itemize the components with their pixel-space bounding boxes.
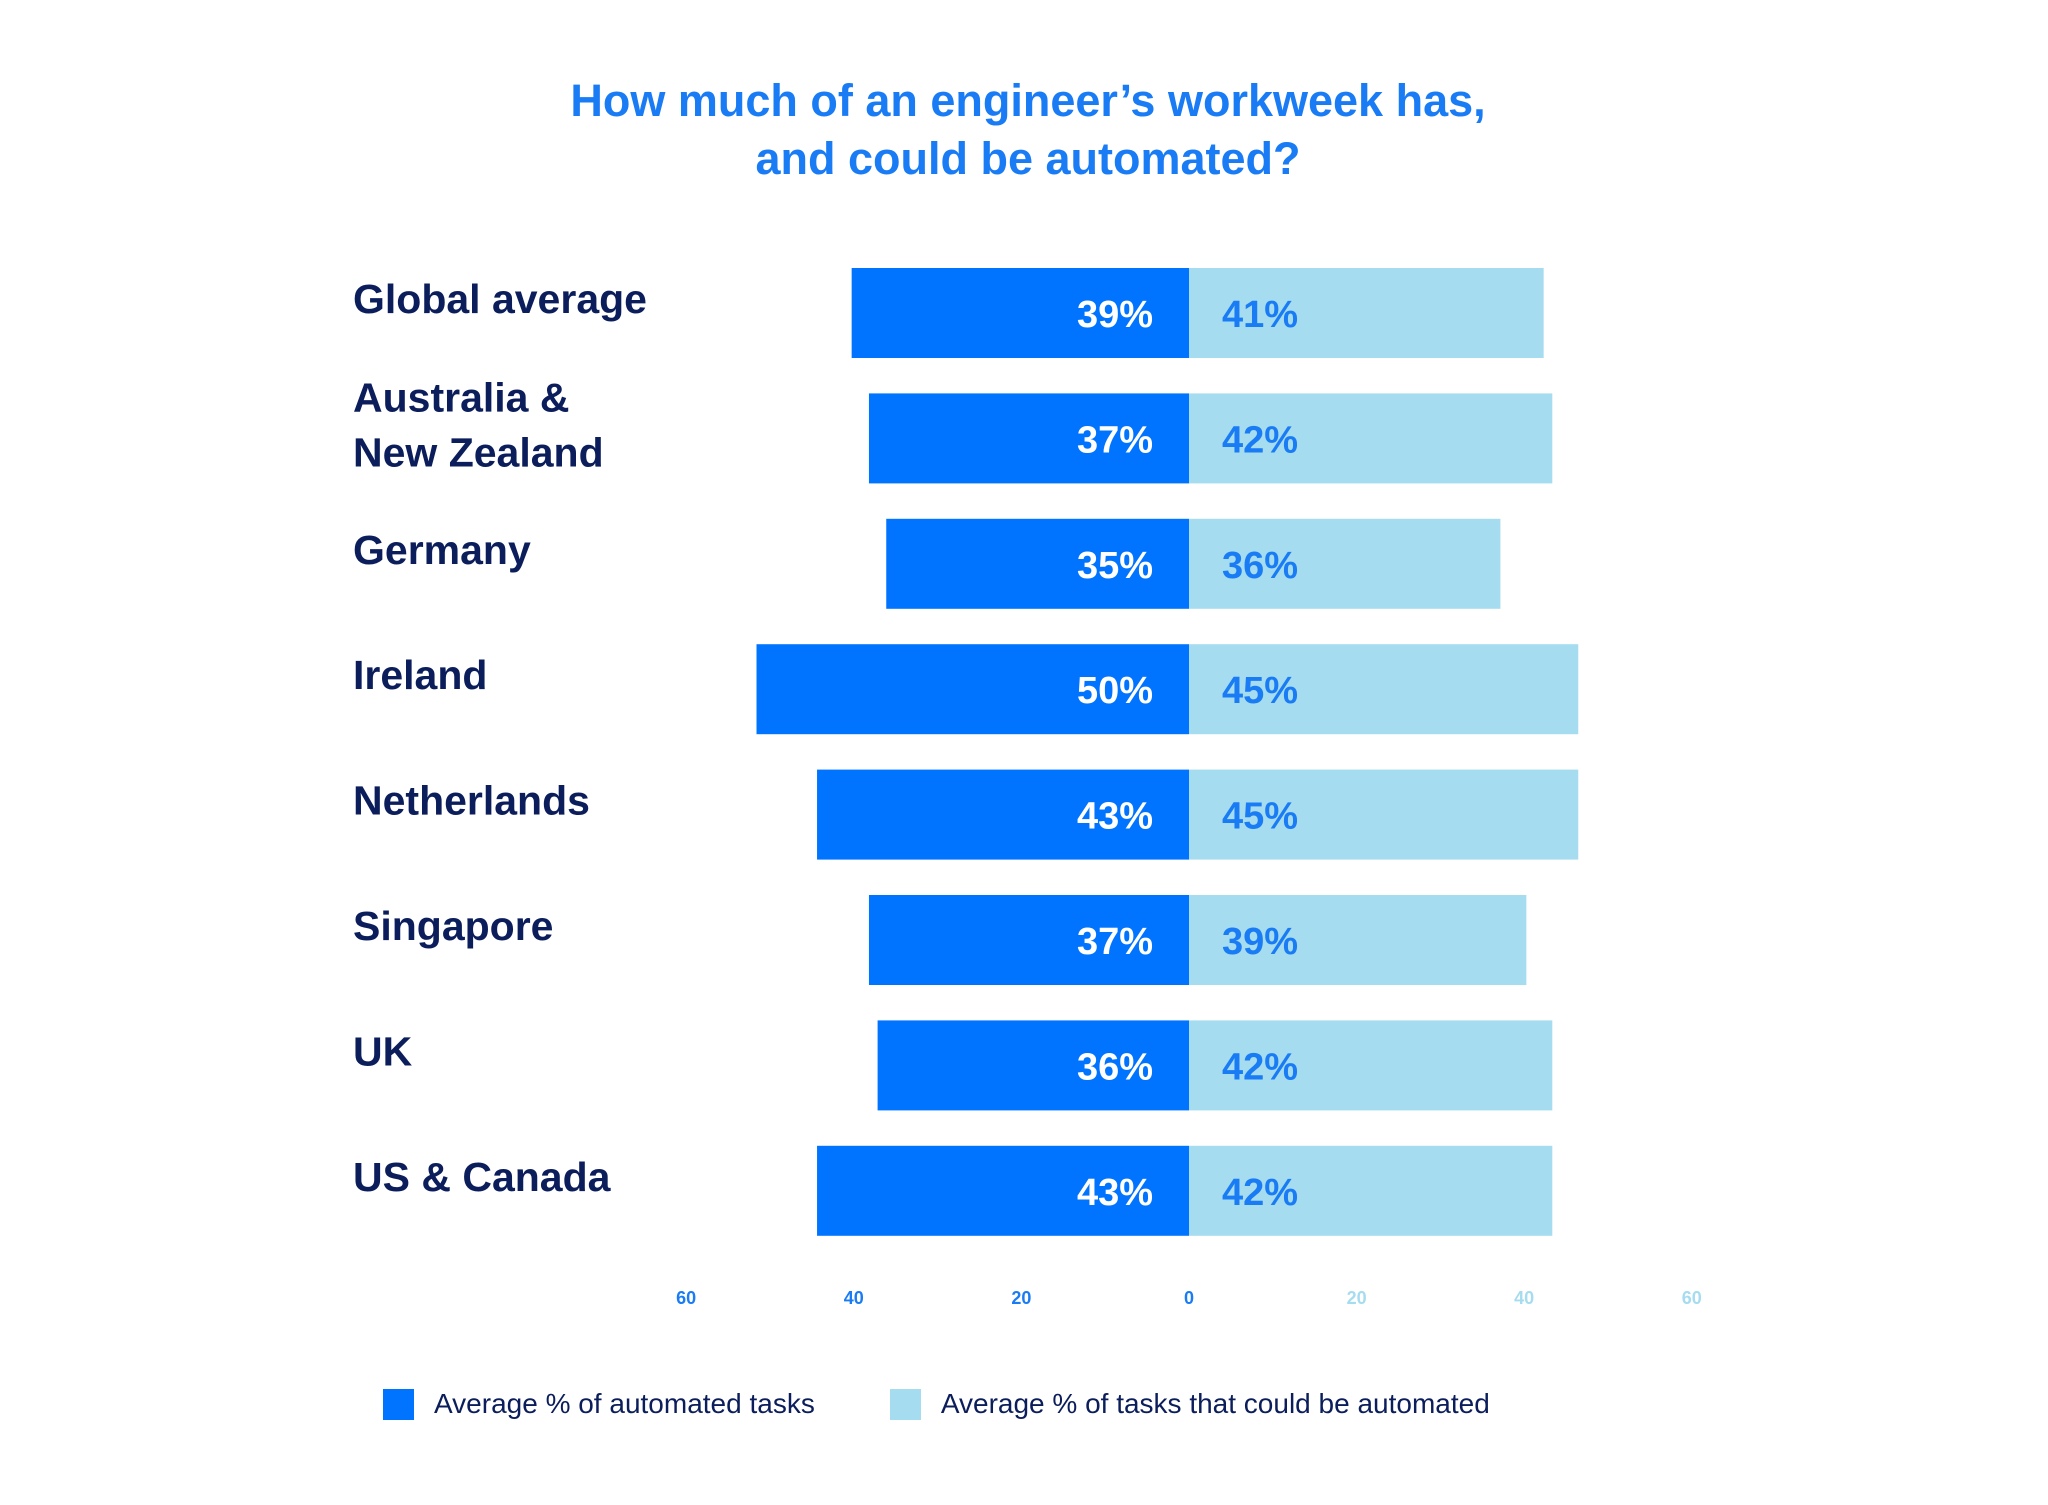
data-label-could-be-automated: 45% bbox=[1222, 670, 1298, 712]
bar-automated bbox=[817, 769, 1189, 860]
bar-automated bbox=[868, 393, 1189, 484]
x-tick-label: 20 bbox=[1011, 1288, 1031, 1308]
bar-could-be-automated bbox=[1189, 895, 1527, 985]
legend: Average % of automated tasks Average % o… bbox=[383, 1388, 1565, 1420]
data-label-automated: 43% bbox=[1077, 1172, 1153, 1214]
data-label-automated: 43% bbox=[1077, 796, 1153, 838]
bar-could-be-automated bbox=[1189, 268, 1544, 358]
category-label: Germany bbox=[353, 527, 531, 573]
category-label-line: Germany bbox=[353, 527, 531, 573]
legend-label-automated: Average % of automated tasks bbox=[434, 1388, 815, 1419]
data-label-could-be-automated: 36% bbox=[1222, 545, 1298, 587]
legend-item-could-be-automated: Average % of tasks that could be automat… bbox=[889, 1388, 1490, 1420]
chart-title-line-1: How much of an engineer’s workweek has, bbox=[570, 75, 1486, 126]
x-tick-label: 40 bbox=[1514, 1288, 1534, 1308]
data-label-could-be-automated: 42% bbox=[1222, 1172, 1298, 1214]
bar-could-be-automated bbox=[1189, 393, 1553, 484]
bar-automated bbox=[877, 1020, 1189, 1111]
data-label-automated: 35% bbox=[1077, 545, 1153, 587]
category-label-line: Singapore bbox=[353, 903, 553, 949]
x-tick-label: 60 bbox=[676, 1288, 696, 1308]
x-tick-label: 20 bbox=[1347, 1288, 1367, 1308]
bar-automated bbox=[851, 268, 1189, 358]
bar-automated bbox=[886, 518, 1189, 609]
data-label-automated: 37% bbox=[1077, 419, 1153, 461]
category-label-line: Australia & bbox=[353, 374, 569, 420]
legend-label-could-be-automated: Average % of tasks that could be automat… bbox=[940, 1388, 1490, 1419]
x-tick-label: 0 bbox=[1184, 1288, 1194, 1308]
chart-title-line-2: and could be automated? bbox=[755, 133, 1301, 184]
category-label-line: New Zealand bbox=[353, 429, 604, 475]
bar-could-be-automated bbox=[1189, 769, 1579, 860]
legend-item-automated: Average % of automated tasks bbox=[383, 1388, 815, 1420]
category-label: US & Canada bbox=[353, 1154, 612, 1200]
category-label: Australia & New Zealand bbox=[353, 374, 604, 475]
bar-could-be-automated bbox=[1189, 1145, 1553, 1236]
bar-automated bbox=[756, 644, 1189, 735]
category-label: Ireland bbox=[353, 652, 487, 698]
data-label-automated: 50% bbox=[1077, 670, 1153, 712]
legend-swatch-could-be-automated bbox=[889, 1388, 921, 1420]
bar-could-be-automated bbox=[1189, 1020, 1553, 1111]
data-label-could-be-automated: 42% bbox=[1222, 1046, 1298, 1088]
legend-swatch-automated bbox=[383, 1388, 414, 1420]
bar-could-be-automated bbox=[1189, 518, 1501, 609]
category-label: Global average bbox=[353, 276, 647, 322]
data-label-automated: 37% bbox=[1077, 921, 1153, 963]
data-label-could-be-automated: 39% bbox=[1222, 921, 1298, 963]
data-label-could-be-automated: 42% bbox=[1222, 419, 1298, 461]
data-label-automated: 36% bbox=[1077, 1046, 1153, 1088]
data-label-could-be-automated: 41% bbox=[1222, 294, 1298, 336]
category-label-line: US & Canada bbox=[353, 1154, 612, 1200]
category-label: Netherlands bbox=[353, 778, 590, 824]
x-tick-label: 60 bbox=[1682, 1288, 1702, 1308]
chart-title: How much of an engineer’s workweek has, … bbox=[0, 72, 2048, 188]
bar-automated bbox=[868, 895, 1189, 985]
category-label-line: Global average bbox=[353, 276, 647, 322]
category-label: Singapore bbox=[353, 903, 553, 949]
bar-automated bbox=[817, 1145, 1189, 1236]
data-label-automated: 39% bbox=[1077, 294, 1153, 336]
category-label-line: UK bbox=[353, 1028, 413, 1074]
x-tick-label: 40 bbox=[844, 1288, 864, 1308]
category-label: UK bbox=[353, 1028, 413, 1074]
category-label-line: Netherlands bbox=[353, 778, 590, 824]
data-label-could-be-automated: 45% bbox=[1222, 796, 1298, 838]
category-label-line: Ireland bbox=[353, 652, 487, 698]
bar-could-be-automated bbox=[1189, 644, 1579, 735]
